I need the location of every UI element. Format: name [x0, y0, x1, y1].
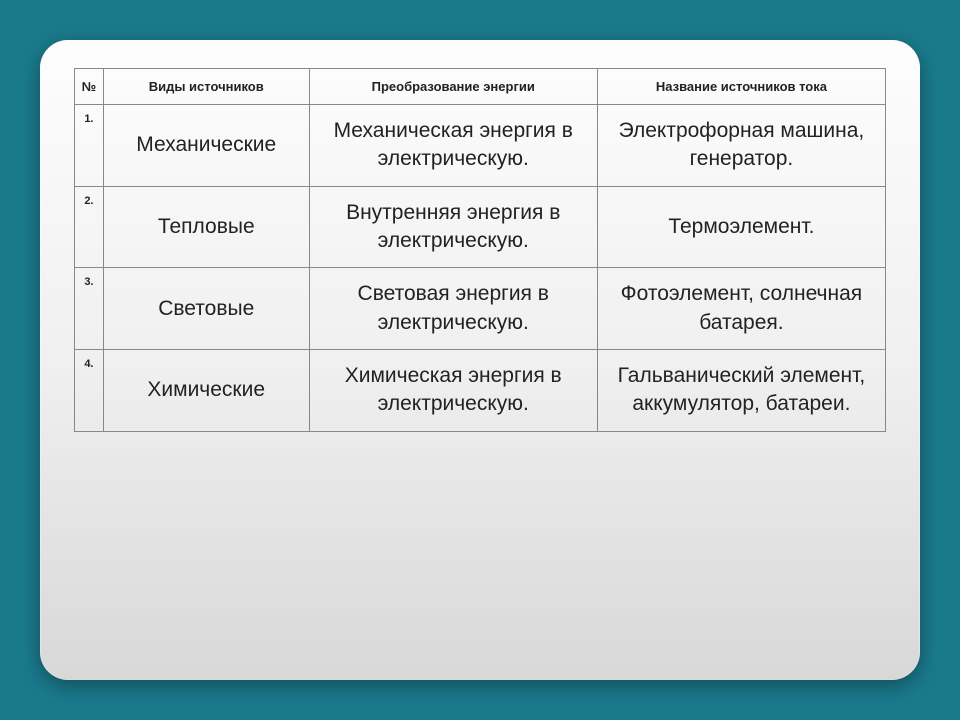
row-type: Световые: [103, 268, 309, 350]
row-type: Механические: [103, 105, 309, 187]
row-name: Гальванический элемент, аккумулятор, бат…: [597, 350, 885, 432]
table-header-row: № Виды источников Преобразование энергии…: [75, 69, 886, 105]
header-num: №: [75, 69, 104, 105]
header-type: Виды источников: [103, 69, 309, 105]
row-conversion: Световая энергия в электрическую.: [309, 268, 597, 350]
header-name: Название источников тока: [597, 69, 885, 105]
row-name: Фотоэлемент, солнечная батарея.: [597, 268, 885, 350]
table-row: 1. Механические Механическая энергия в э…: [75, 105, 886, 187]
row-conversion: Внутренняя энергия в электрическую.: [309, 186, 597, 268]
row-num: 1.: [75, 105, 104, 187]
row-type: Тепловые: [103, 186, 309, 268]
table-row: 4. Химические Химическая энергия в элект…: [75, 350, 886, 432]
row-num: 3.: [75, 268, 104, 350]
row-conversion: Химическая энергия в электрическую.: [309, 350, 597, 432]
row-num: 4.: [75, 350, 104, 432]
row-num: 2.: [75, 186, 104, 268]
row-name: Термоэлемент.: [597, 186, 885, 268]
row-conversion: Механическая энергия в электрическую.: [309, 105, 597, 187]
sources-table: № Виды источников Преобразование энергии…: [74, 68, 886, 432]
row-type: Химические: [103, 350, 309, 432]
table-row: 2. Тепловые Внутренняя энергия в электри…: [75, 186, 886, 268]
content-card: № Виды источников Преобразование энергии…: [40, 40, 920, 680]
header-conversion: Преобразование энергии: [309, 69, 597, 105]
table-row: 3. Световые Световая энергия в электриче…: [75, 268, 886, 350]
row-name: Электрофорная машина, генератор.: [597, 105, 885, 187]
